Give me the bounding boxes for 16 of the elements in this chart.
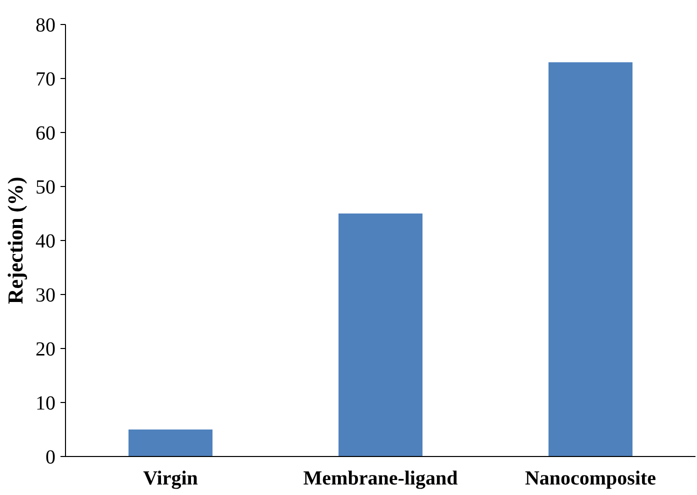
x-tick-label: Nanocomposite: [524, 468, 656, 490]
y-tick-label: 20: [36, 338, 56, 360]
bar: [338, 214, 422, 456]
y-tick-label: 60: [36, 122, 56, 144]
bar: [548, 62, 632, 456]
bar: [128, 430, 212, 456]
y-tick-label: 50: [36, 176, 56, 198]
y-tick-label: 0: [46, 446, 56, 468]
x-tick-label: Membrane-ligand: [303, 468, 458, 490]
x-tick-label: Virgin: [143, 468, 198, 490]
y-axis-title: Rejection (%): [4, 176, 28, 304]
y-tick-label: 10: [36, 392, 56, 414]
y-tick-label: 80: [36, 14, 56, 36]
y-tick-label: 40: [36, 230, 56, 252]
y-tick-label: 70: [36, 68, 56, 90]
y-tick-label: 30: [36, 284, 56, 306]
